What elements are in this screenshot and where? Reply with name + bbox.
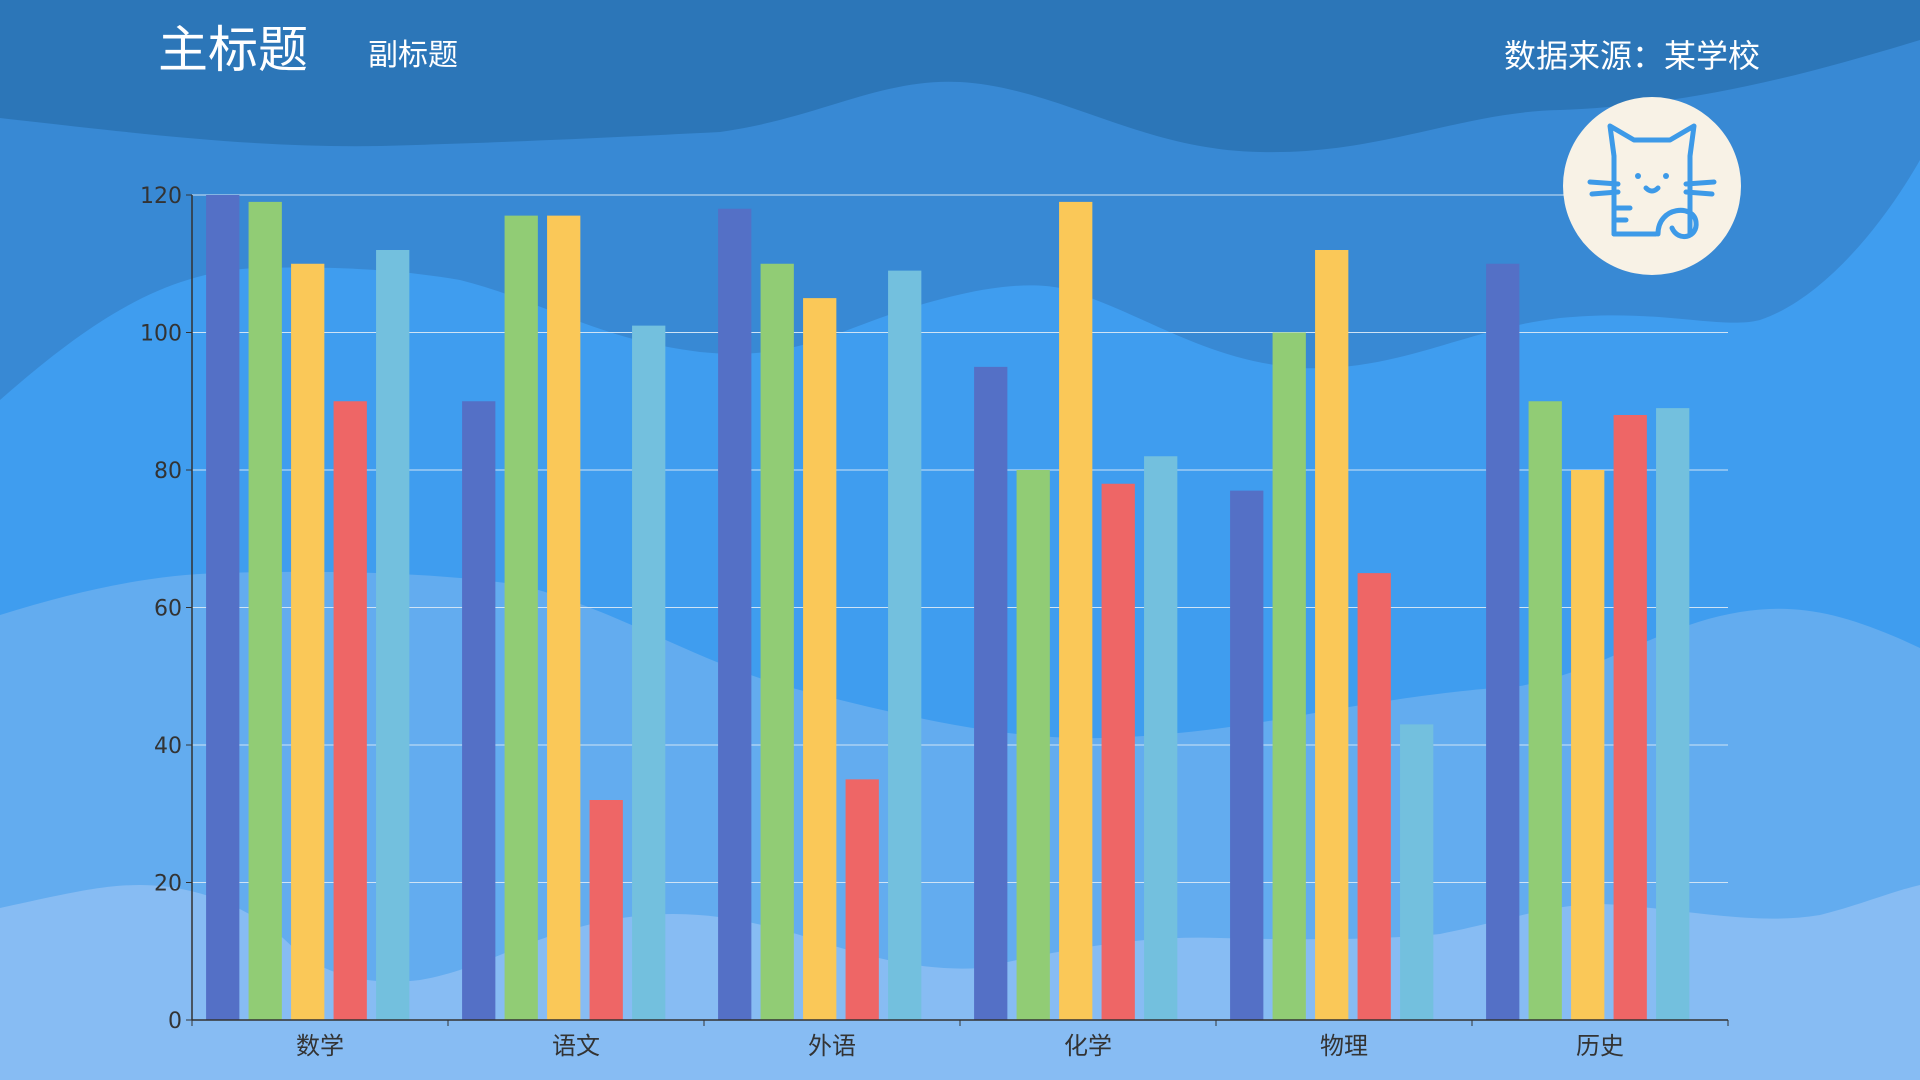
bar-外语-s4[interactable] bbox=[845, 779, 879, 1020]
bar-历史-s2[interactable] bbox=[1528, 401, 1562, 1020]
bar-series bbox=[206, 195, 1690, 1021]
y-axis-ticks: 0 20 40 60 80 100 120 bbox=[140, 184, 192, 1034]
bar-数学-s3[interactable] bbox=[291, 263, 325, 1020]
y-tick-label: 100 bbox=[140, 322, 182, 347]
bar-外语-s1[interactable] bbox=[718, 208, 752, 1020]
bar-外语-s2[interactable] bbox=[760, 263, 794, 1020]
bar-语文-s4[interactable] bbox=[589, 800, 623, 1020]
bar-化学-s3[interactable] bbox=[1059, 201, 1093, 1020]
bar-化学-s2[interactable] bbox=[1016, 470, 1050, 1020]
bar-化学-s5[interactable] bbox=[1144, 456, 1178, 1020]
y-tick-label: 0 bbox=[168, 1009, 182, 1034]
bar-历史-s3[interactable] bbox=[1571, 470, 1605, 1020]
x-tick-label: 物理 bbox=[1320, 1032, 1368, 1060]
bar-语文-s3[interactable] bbox=[547, 215, 581, 1020]
chart-subtitle: 副标题 bbox=[368, 38, 458, 73]
bar-物理-s4[interactable] bbox=[1357, 573, 1391, 1020]
y-tick-label: 80 bbox=[154, 459, 182, 484]
bg-layer-5 bbox=[0, 885, 1920, 1080]
bar-外语-s3[interactable] bbox=[803, 298, 837, 1020]
x-tick-label: 语文 bbox=[552, 1032, 600, 1060]
bar-数学-s5[interactable] bbox=[376, 250, 410, 1020]
bar-历史-s5[interactable] bbox=[1656, 408, 1690, 1020]
bar-物理-s1[interactable] bbox=[1230, 490, 1264, 1020]
gridlines bbox=[192, 194, 1728, 883]
bar-外语-s5[interactable] bbox=[888, 270, 922, 1020]
bar-化学-s1[interactable] bbox=[974, 366, 1008, 1020]
bar-历史-s1[interactable] bbox=[1486, 263, 1520, 1020]
x-tick-label: 历史 bbox=[1576, 1032, 1624, 1060]
bar-化学-s4[interactable] bbox=[1101, 483, 1135, 1020]
bar-语文-s1[interactable] bbox=[462, 401, 496, 1020]
bar-数学-s2[interactable] bbox=[248, 201, 282, 1020]
bar-物理-s2[interactable] bbox=[1272, 332, 1306, 1021]
bar-数学-s1[interactable] bbox=[206, 195, 240, 1020]
x-tick-label: 化学 bbox=[1064, 1032, 1112, 1060]
x-tick-label: 数学 bbox=[296, 1032, 344, 1060]
y-tick-label: 60 bbox=[154, 597, 182, 622]
x-tick-label: 外语 bbox=[808, 1032, 856, 1060]
bar-历史-s4[interactable] bbox=[1613, 415, 1647, 1020]
bar-数学-s4[interactable] bbox=[333, 401, 367, 1020]
bar-语文-s5[interactable] bbox=[632, 325, 666, 1020]
chart-title: 主标题 bbox=[158, 21, 308, 79]
bar-语文-s2[interactable] bbox=[504, 215, 538, 1020]
data-source-label: 数据来源：某学校 bbox=[1503, 37, 1760, 75]
x-axis-ticks: 数学 语文 外语 化学 物理 历史 bbox=[191, 1020, 1729, 1060]
cat-icon bbox=[1563, 97, 1741, 275]
y-tick-label: 120 bbox=[140, 184, 182, 209]
bar-物理-s5[interactable] bbox=[1400, 724, 1434, 1020]
bar-物理-s3[interactable] bbox=[1315, 250, 1349, 1020]
y-tick-label: 40 bbox=[154, 734, 182, 759]
y-tick-label: 20 bbox=[154, 872, 182, 897]
